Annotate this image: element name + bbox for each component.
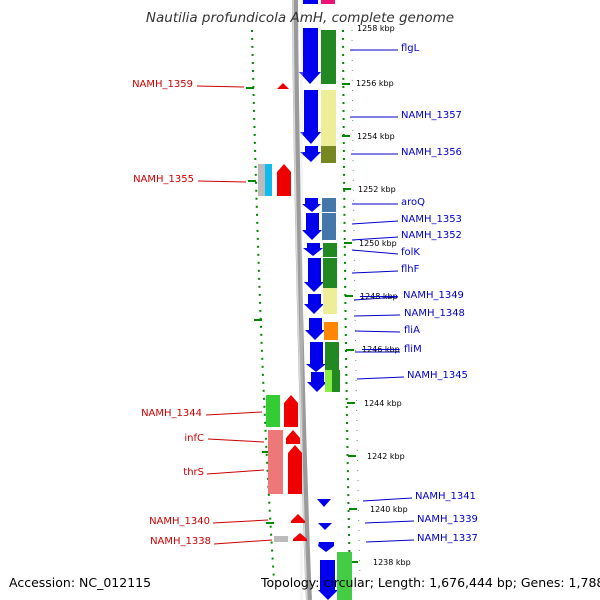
cds-arrow — [299, 28, 321, 84]
right-tick-track-outer — [351, 29, 361, 581]
genome-summary-text: Topology: circular; Length: 1,676,444 bp… — [261, 575, 600, 590]
gene-label[interactable]: NAMH_1341 — [415, 491, 476, 502]
gene-label[interactable]: thrS — [183, 467, 204, 478]
cds-arrow — [307, 372, 327, 392]
gene-label[interactable]: fliM — [404, 344, 422, 355]
gene-label[interactable]: NAMH_1344 — [141, 408, 202, 419]
ruler-label: 1246 kbp — [362, 345, 400, 354]
genome-backbone-highlight — [292, 0, 308, 600]
cds-arrow — [293, 533, 307, 541]
ruler-label: 1238 kbp — [373, 558, 411, 567]
accession-text: Accession: NC_012115 — [9, 575, 152, 590]
cds-arrow — [286, 430, 300, 444]
cds-arrow — [305, 318, 325, 340]
ruler-label: 1254 kbp — [357, 132, 395, 141]
map-title: Nautilia profundicola AmH, complete geno… — [145, 10, 455, 26]
cds-arrow — [277, 83, 289, 89]
ruler-label: 1258 kbp — [357, 25, 395, 33]
gene-label[interactable]: NAMH_1348 — [404, 308, 465, 319]
gene-label[interactable]: NAMH_1352 — [401, 230, 462, 241]
ruler-label: 1250 kbp — [359, 239, 397, 248]
gene-label[interactable]: folK — [401, 247, 420, 258]
cds-arrow — [303, 243, 323, 256]
cds-arrow — [306, 342, 326, 372]
cds-arrow — [303, 0, 318, 4]
gene-label[interactable]: NAMH_1357 — [401, 110, 462, 121]
gene-label[interactable]: aroQ — [401, 197, 426, 208]
cds-arrow — [304, 294, 324, 314]
right-label-connectors — [350, 49, 415, 543]
cds-arrow — [304, 258, 324, 292]
ruler-label: 1240 kbp — [370, 505, 408, 514]
gene-label[interactable]: NAMH_1338 — [150, 536, 211, 547]
gene-label[interactable]: flgL — [401, 43, 420, 54]
gene-label[interactable]: NAMH_1337 — [417, 533, 478, 544]
gene-label[interactable]: NAMH_1355 — [133, 174, 194, 185]
cds-arrow — [300, 90, 321, 144]
gene-label[interactable]: infC — [184, 433, 204, 444]
cds-arrow — [302, 213, 322, 240]
cds-arrow — [318, 542, 334, 552]
cds-arrow — [300, 146, 321, 162]
ruler-label: 1242 kbp — [367, 452, 405, 461]
left-tick-track — [251, 29, 275, 581]
gene-label[interactable]: NAMH_1353 — [401, 214, 462, 225]
gene-label[interactable]: NAMH_1340 — [149, 516, 210, 527]
forward-cds-track — [299, 0, 338, 600]
cds-arrow — [318, 560, 338, 600]
forward-cog-track — [321, 0, 352, 600]
gene-label[interactable]: NAMH_1345 — [407, 370, 468, 381]
gene-label[interactable]: NAMH_1359 — [132, 79, 193, 90]
gene-label[interactable]: NAMH_1356 — [401, 147, 462, 158]
genome-backbone — [292, 0, 312, 600]
gene-label[interactable]: NAMH_1349 — [403, 290, 464, 301]
right-tick-track-inner — [342, 29, 351, 581]
ruler-label: 1252 kbp — [358, 185, 396, 194]
gene-label[interactable]: fliA — [404, 325, 420, 336]
cds-arrow — [284, 395, 298, 427]
ruler-label: 1244 kbp — [364, 399, 402, 408]
forward-band — [300, 0, 303, 600]
gene-label[interactable]: NAMH_1339 — [417, 514, 478, 525]
ruler-label: 1248 kbp — [360, 292, 398, 301]
right-major-ticks — [342, 83, 358, 563]
cds-arrow — [318, 523, 332, 530]
reverse-cds-track — [277, 83, 307, 541]
reverse-cog-track — [258, 164, 288, 542]
cds-arrow — [277, 164, 291, 196]
cds-arrow — [288, 445, 302, 494]
gene-label[interactable]: flhF — [401, 264, 420, 275]
cds-arrow — [317, 499, 331, 507]
ruler-label: 1256 kbp — [356, 79, 394, 88]
cds-arrow — [291, 514, 305, 523]
cds-arrow — [302, 198, 321, 212]
left-label-connectors — [196, 85, 273, 545]
left-major-ticks — [246, 87, 274, 524]
